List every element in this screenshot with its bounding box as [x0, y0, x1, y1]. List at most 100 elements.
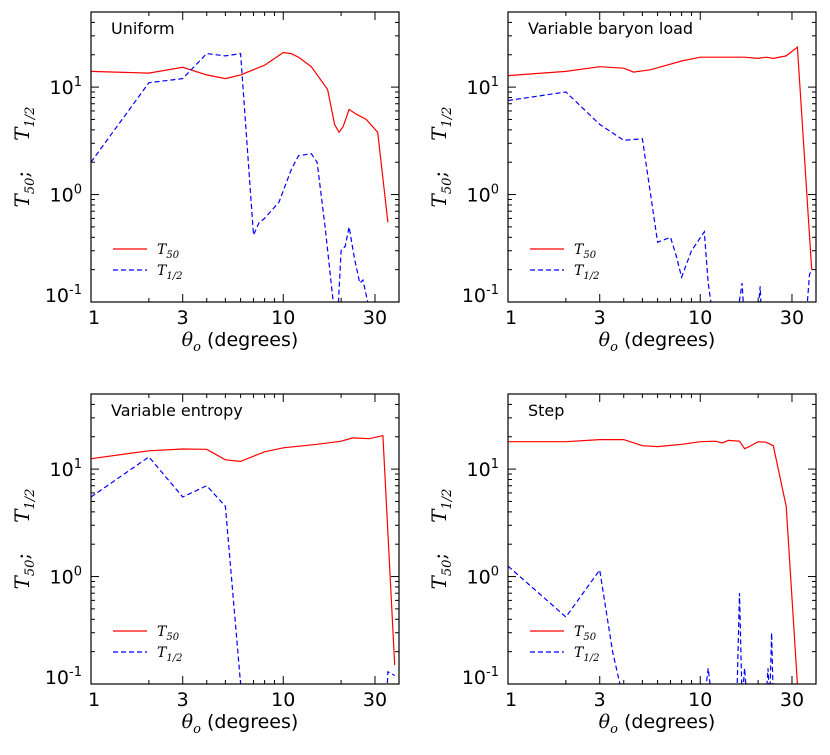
plot-area [508, 46, 813, 302]
series-t-half-line [508, 565, 774, 684]
x-axis-unit: (degrees) [201, 329, 298, 351]
y-axis-subscript: 50 [440, 178, 455, 195]
y-tick-exponent: 1 [74, 457, 82, 472]
y-tick-label: 100 [467, 565, 499, 589]
y-axis-symbol-2: T [427, 508, 451, 523]
legend-subscript: 1/2 [583, 653, 599, 664]
x-axis-label: θo (degrees) [182, 329, 299, 355]
legend-symbol: T [574, 645, 585, 661]
y-tick-exponent: 0 [491, 183, 499, 198]
x-axis-subscript: o [610, 722, 618, 737]
legend-symbol: T [574, 263, 585, 279]
x-tick-label: 1 [88, 689, 100, 711]
x-tick-label: 30 [363, 307, 387, 329]
x-axis-symbol: θ [599, 329, 611, 351]
x-axis-symbol: θ [182, 711, 194, 733]
legend-t-half-label: T1/2 [157, 263, 182, 282]
x-axis-label: θo (degrees) [599, 329, 716, 355]
series-t50-line [508, 439, 798, 684]
y-tick-label: 100 [50, 565, 82, 589]
y-axis-gap [427, 141, 451, 171]
legend-symbol: T [574, 624, 585, 640]
y-axis-subscript-2: 1/2 [23, 489, 38, 510]
y-tick-exponent: -1 [486, 283, 499, 298]
legend-t-half-label: T1/2 [157, 645, 182, 664]
legend-subscript: 50 [583, 250, 596, 261]
y-tick-label: 101 [467, 457, 499, 481]
y-axis-label: T50; T1/2 [10, 489, 38, 590]
y-axis-separator: ; [427, 171, 451, 178]
y-axis-symbol-2: T [10, 126, 34, 141]
y-tick-exponent: 0 [74, 183, 82, 198]
y-tick-label: 10-1 [462, 665, 499, 689]
y-tick-label: 10-1 [45, 283, 82, 307]
y-tick-exponent: -1 [486, 665, 499, 680]
legend-subscript: 1/2 [166, 271, 182, 282]
x-tick-label: 30 [780, 689, 804, 711]
panel-title: Step [528, 401, 564, 420]
y-tick-label: 100 [50, 183, 82, 207]
y-tick-label: 101 [50, 457, 82, 481]
series-t50-line [91, 51, 389, 223]
x-tick-label: 10 [688, 307, 712, 329]
axes-frame [90, 11, 400, 303]
x-tick-label: 10 [271, 689, 295, 711]
y-axis-symbol-2: T [427, 126, 451, 141]
series-t50-line [91, 434, 396, 666]
legend-symbol: T [157, 263, 168, 279]
y-tick-mantissa: 10 [467, 185, 491, 207]
series-t-half-line [508, 91, 813, 302]
legend-subscript: 50 [166, 632, 179, 643]
y-tick-label: 101 [467, 75, 499, 99]
y-tick-exponent: -1 [69, 665, 82, 680]
y-axis-gap [10, 523, 34, 553]
y-tick-exponent: 1 [491, 457, 499, 472]
plot-area [508, 439, 798, 684]
y-tick-mantissa: 10 [45, 667, 69, 689]
legend-subscript: 50 [583, 632, 596, 643]
y-axis-subscript-2: 1/2 [23, 107, 38, 128]
panel-title: Variable entropy [111, 401, 243, 420]
x-tick-label: 10 [688, 689, 712, 711]
axes-frame [507, 11, 817, 303]
legend-t50-label: T50 [574, 242, 597, 261]
y-axis-symbol: T [427, 574, 451, 589]
legend-t-half-label: T1/2 [574, 263, 599, 282]
x-axis-unit: (degrees) [201, 711, 298, 733]
x-tick-label: 3 [177, 689, 189, 711]
y-axis-gap [427, 523, 451, 553]
legend-symbol: T [157, 645, 168, 661]
panel-title: Uniform [111, 19, 175, 38]
legend-t-half-label: T1/2 [574, 645, 599, 664]
y-axis-symbol: T [10, 574, 34, 589]
y-tick-label: 10-1 [462, 283, 499, 307]
y-axis-symbol: T [427, 192, 451, 207]
x-axis-symbol: θ [182, 329, 194, 351]
x-tick-label: 3 [594, 307, 606, 329]
y-axis-subscript-2: 1/2 [440, 489, 455, 510]
x-axis-symbol: θ [599, 711, 611, 733]
y-axis-gap [10, 141, 34, 171]
plot-area [91, 434, 396, 684]
axes-frame [90, 393, 400, 685]
x-tick-label: 1 [505, 307, 517, 329]
y-tick-label: 101 [50, 75, 82, 99]
series-t-half-line [91, 52, 369, 302]
x-tick-label: 1 [88, 307, 100, 329]
plot-area [91, 51, 389, 302]
x-axis-unit: (degrees) [618, 329, 715, 351]
legend-symbol: T [157, 624, 168, 640]
x-tick-label: 3 [177, 307, 189, 329]
y-tick-mantissa: 10 [50, 567, 74, 589]
y-axis-subscript: 50 [440, 560, 455, 577]
y-tick-mantissa: 10 [50, 459, 74, 481]
y-axis-separator: ; [10, 171, 34, 178]
legend-t50-label: T50 [157, 242, 180, 261]
axes-frame [507, 393, 817, 685]
x-axis-unit: (degrees) [618, 711, 715, 733]
x-tick-label: 3 [594, 689, 606, 711]
legend-subscript: 1/2 [583, 271, 599, 282]
